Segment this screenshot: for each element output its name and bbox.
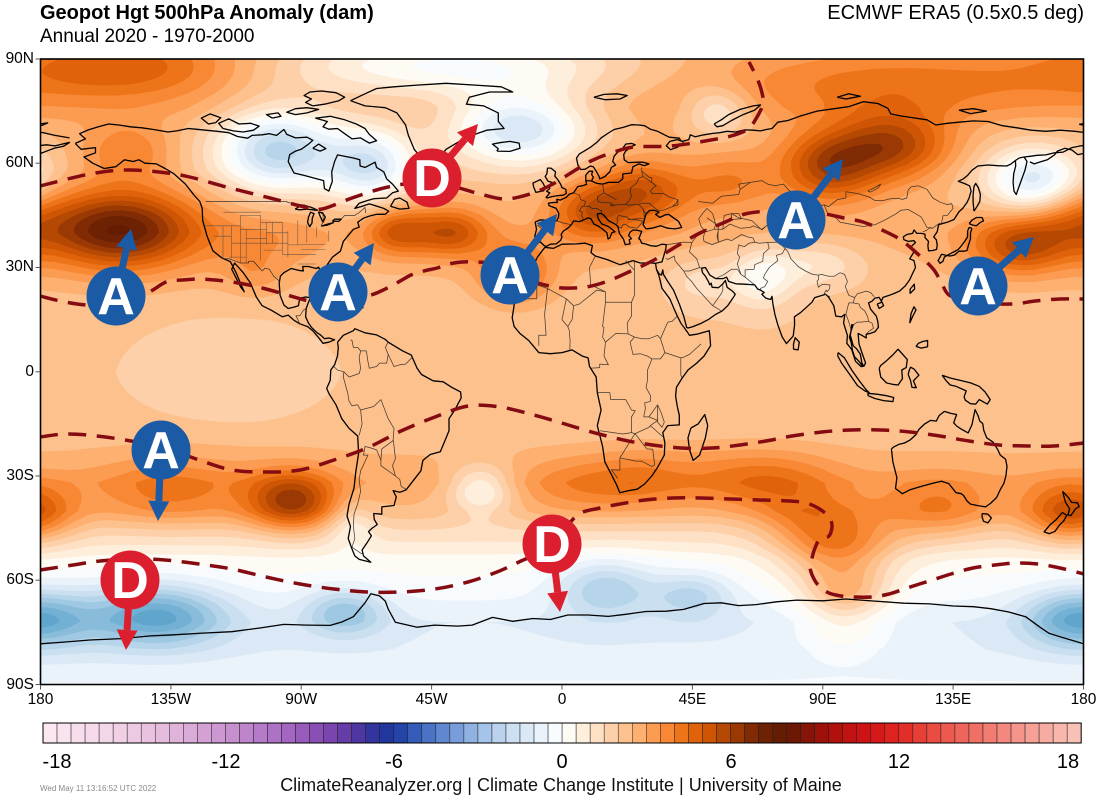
svg-text:D: D [533, 516, 571, 574]
svg-text:D: D [111, 552, 149, 610]
svg-text:A: A [491, 247, 529, 305]
svg-text:A: A [319, 264, 357, 322]
svg-text:A: A [959, 258, 997, 316]
svg-text:A: A [97, 268, 135, 326]
svg-text:A: A [777, 192, 815, 250]
svg-text:A: A [142, 422, 180, 480]
svg-text:D: D [413, 150, 451, 208]
